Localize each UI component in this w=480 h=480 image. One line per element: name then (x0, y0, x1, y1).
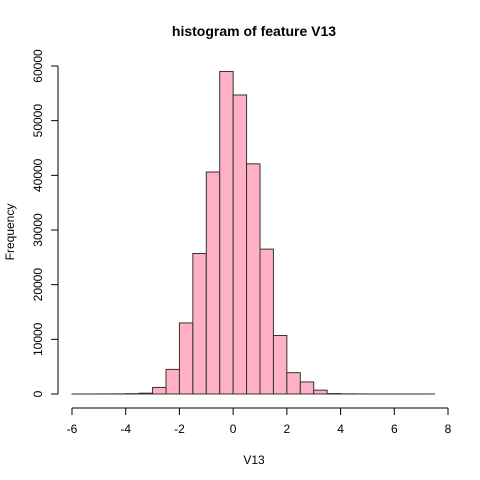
histogram-bar-9 (192, 253, 207, 395)
bars-group (71, 70, 436, 395)
y-tick-label: 30000 (31, 213, 45, 247)
x-tick-label: 6 (391, 422, 398, 436)
histogram-bar-15 (272, 335, 288, 395)
x-tick-label: 4 (337, 422, 344, 436)
y-tick-label: 60000 (31, 49, 45, 83)
histogram-bar-8 (178, 322, 194, 395)
y-axis: 0 10000 20000 30000 40000 50000 60000 (31, 49, 59, 397)
histogram-bar-17 (299, 381, 315, 395)
y-tick-label: 20000 (31, 268, 45, 302)
y-tick-label: 50000 (31, 104, 45, 138)
x-axis-label: V13 (243, 453, 265, 467)
x-tick-label: 8 (445, 422, 452, 436)
histogram-bar-16 (286, 372, 301, 395)
y-tick-label: 40000 (31, 158, 45, 192)
y-tick-label: 10000 (31, 322, 45, 356)
x-tick-label: 0 (230, 422, 237, 436)
x-axis: -6 -4 -2 0 2 4 6 8 (67, 407, 452, 436)
x-tick-label: -2 (174, 422, 185, 436)
chart-title: histogram of feature V13 (172, 23, 336, 39)
y-axis-label: Frequency (3, 204, 17, 261)
y-tick-label: 0 (31, 390, 45, 397)
histogram-bar-7 (165, 368, 180, 395)
histogram-bar-18 (313, 389, 328, 395)
x-tick-label: -6 (67, 422, 78, 436)
x-tick-label: -4 (120, 422, 131, 436)
histogram-bar-6 (152, 386, 167, 395)
histogram-bar-5 (138, 392, 154, 395)
x-tick-label: 2 (284, 422, 291, 436)
histogram-bar-10 (205, 171, 221, 395)
histogram-bar-13 (246, 163, 261, 395)
histogram-bar-14 (259, 248, 274, 395)
histogram-bar-11 (219, 70, 234, 395)
histogram-bar-12 (232, 94, 248, 395)
